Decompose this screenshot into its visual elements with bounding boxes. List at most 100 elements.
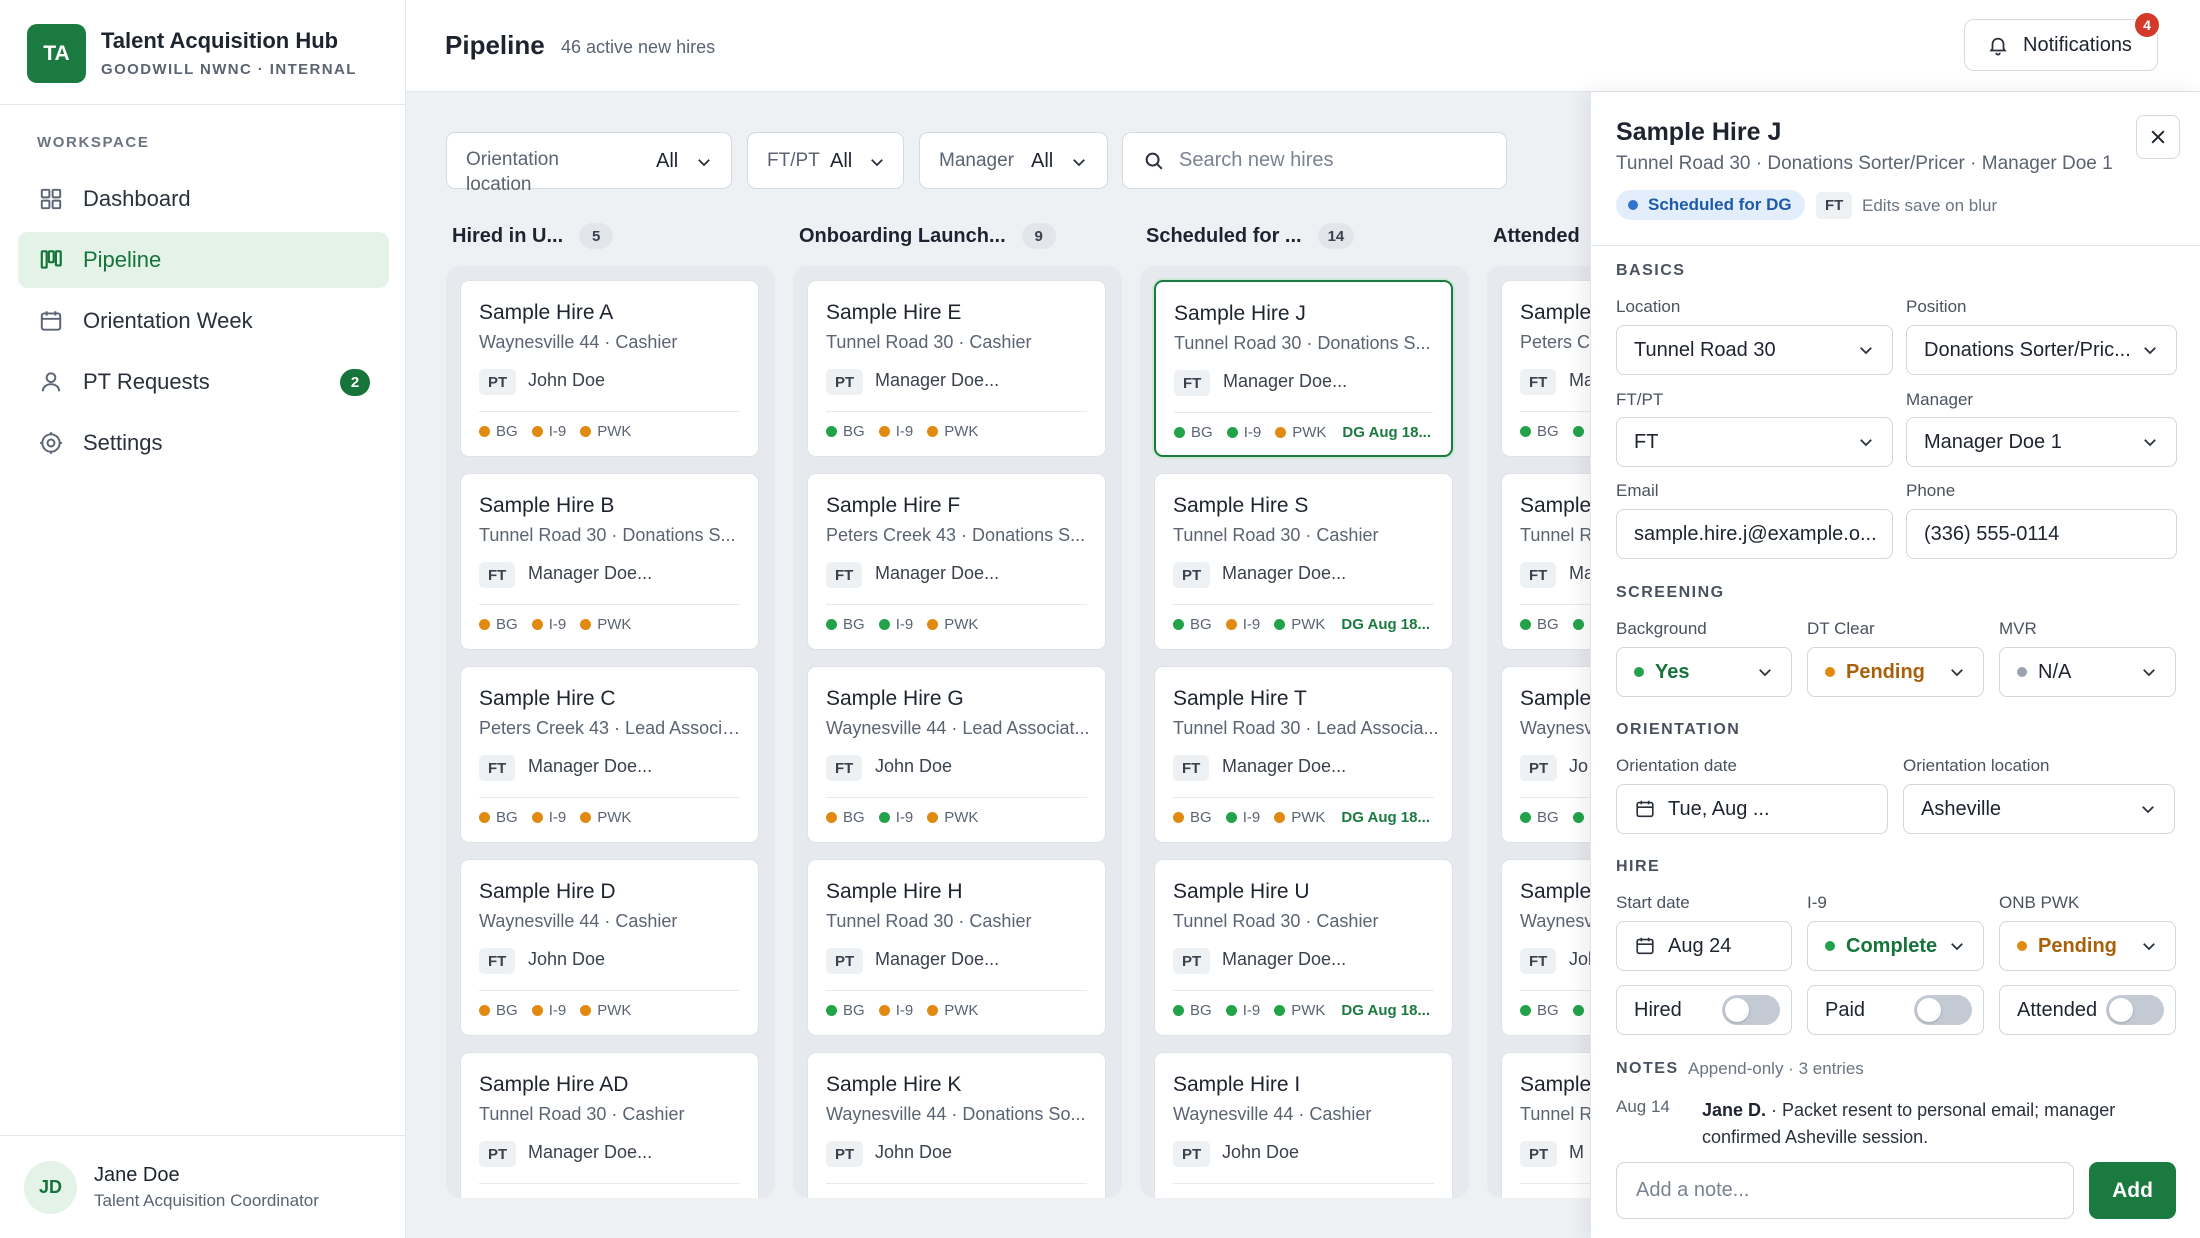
status-flags: BG I-9 PWK <box>826 809 992 826</box>
status-flag: PWK <box>927 1195 978 1198</box>
hire-card[interactable]: Sample Hire T Tunnel Road 30 · Lead Assoc… <box>1154 666 1453 843</box>
status-dot <box>479 619 490 630</box>
hired-toggle[interactable] <box>1722 995 1780 1025</box>
hire-name: Sample Hire D <box>479 880 616 903</box>
hire-card[interactable]: Sample Hire B Tunnel Road 30 · Donations … <box>460 473 759 650</box>
hire-name: Sample <box>1520 494 1592 517</box>
notifications-label: Notifications <box>2023 33 2132 56</box>
user-profile[interactable]: JD Jane Doe Talent Acquisition Coordinat… <box>0 1135 405 1238</box>
hire-card[interactable]: Sample Hire U Tunnel Road 30 · Cashier PT M… <box>1154 859 1453 1036</box>
sidebar-item-dashboard[interactable]: Dashboard <box>18 171 389 227</box>
divider <box>479 990 740 991</box>
notes-subtitle: Append-only · 3 entries <box>1688 1059 1864 1078</box>
hire-card[interactable]: Sample Hire AD Tunnel Road 30 · Cashier PT… <box>460 1052 759 1198</box>
ftpt-select[interactable]: FT <box>1616 417 1893 467</box>
location-select[interactable]: Tunnel Road 30 <box>1616 325 1893 375</box>
status-dot <box>1174 427 1185 438</box>
flag-label: BG <box>1537 1002 1559 1019</box>
background-value: Yes <box>1655 660 1690 683</box>
onb-pwk-select[interactable]: Pending <box>1999 921 2176 971</box>
hire-manager: John Doe <box>528 370 606 390</box>
sidebar-item-pt-requests[interactable]: PT Requests 2 <box>18 354 389 410</box>
pt-requests-badge: 2 <box>340 369 370 396</box>
paid-toggle[interactable] <box>1914 995 1972 1025</box>
employment-type-tag: FT <box>479 755 516 781</box>
background-select[interactable]: Yes <box>1616 647 1792 697</box>
sidebar-item-label: Dashboard <box>83 186 191 211</box>
attended-toggle-box: Attended <box>1999 985 2176 1035</box>
kanban-icon <box>38 247 64 273</box>
hire-manager: Manager Doe... <box>1222 949 1347 969</box>
flag-label: PWK <box>1292 424 1327 441</box>
status-label: Scheduled for DG <box>1648 195 1792 214</box>
hire-card[interactable]: Sample Hire D Waynesville 44 · Cashier FT J… <box>460 859 759 1036</box>
orientation-location-filter[interactable]: Orientation location All <box>446 132 732 195</box>
attended-toggle[interactable] <box>2106 995 2164 1025</box>
flag-label: I-9 <box>1242 809 1261 826</box>
flag-label: BG <box>1190 616 1212 633</box>
flag-label: I-9 <box>548 616 567 633</box>
flag-label: BG <box>496 1002 518 1019</box>
sidebar-item-settings[interactable]: Settings <box>18 415 389 471</box>
phone-field[interactable]: (336) 555-0114 <box>1906 509 2177 559</box>
status-flag: I-9 <box>878 616 913 633</box>
email-field[interactable]: sample.hire.j@example.o... <box>1616 509 1893 559</box>
search-box[interactable] <box>1122 132 1507 189</box>
hire-card[interactable]: Sample Hire C Peters Creek 43 · Lead Asso… <box>460 666 759 843</box>
column-count-badge: 5 <box>579 223 614 249</box>
filter-label: Orientation location <box>466 149 559 195</box>
status-dot <box>1520 619 1531 630</box>
hire-meta: Tunnel Road 30 · Cashier <box>1173 911 1379 931</box>
i9-select[interactable]: Complete <box>1807 921 1984 971</box>
mvr-select[interactable]: N/A <box>1999 647 2176 697</box>
status-flag: I-9 <box>1226 424 1262 441</box>
flag-label: PWK <box>944 1002 979 1019</box>
hire-card[interactable]: Sample Hire A Waynesville 44 · Cashier PT J… <box>460 280 759 457</box>
status-dot <box>1226 427 1238 438</box>
status-flags: BG I-9 PWK <box>1173 1195 1339 1198</box>
dtclear-select[interactable]: Pending <box>1807 647 1984 697</box>
hire-manager: Manager Doe... <box>1223 371 1348 391</box>
hire-card[interactable]: Sample Hire K Waynesville 44 · Donations … <box>807 1052 1106 1198</box>
hire-name: Sample Hire G <box>826 687 964 710</box>
sidebar-item-orientation-week[interactable]: Orientation Week <box>18 293 389 349</box>
hire-card[interactable]: Sample Hire S Tunnel Road 30 · Cashier PT M… <box>1154 473 1453 650</box>
status-dot <box>927 1005 939 1016</box>
sidebar-item-pipeline[interactable]: Pipeline <box>18 232 389 288</box>
hire-card[interactable]: Sample Hire G Waynesville 44 · Lead Assoc… <box>807 666 1106 843</box>
employment-type-tag: FT <box>1174 370 1211 396</box>
hire-name: Sample <box>1520 301 1592 324</box>
status-dot <box>1634 667 1644 677</box>
position-select[interactable]: Donations Sorter/Pric... <box>1906 325 2177 375</box>
ftpt-label: FT/PT <box>1616 390 1664 409</box>
add-note-input[interactable] <box>1616 1162 2074 1219</box>
flag-label: I-9 <box>1243 424 1262 441</box>
mvr-value: N/A <box>2038 660 2072 683</box>
hire-card[interactable]: Sample Hire I Waynesville 44 · Cashier PT J… <box>1154 1052 1453 1198</box>
ftpt-filter[interactable]: FT/PT All <box>747 132 904 189</box>
divider <box>1173 990 1434 991</box>
notifications-button[interactable]: Notifications 4 <box>1964 11 2161 71</box>
flag-label: BG <box>496 809 518 826</box>
close-panel-button[interactable] <box>2136 115 2180 159</box>
ftpt-value: FT <box>1634 430 1659 453</box>
start-date-picker[interactable]: Aug 24 <box>1616 921 1792 971</box>
status-flag: PWK <box>1274 1195 1325 1198</box>
search-input[interactable] <box>1179 149 1479 172</box>
brand-header: TA Talent Acquisition Hub GOODWILL NWNC … <box>0 0 405 105</box>
manager-filter[interactable]: Manager All <box>919 132 1108 189</box>
onb-pwk-value: Pending <box>2038 934 2117 957</box>
flag-label: PWK <box>597 1195 631 1198</box>
status-dot <box>479 1005 490 1016</box>
hire-meta: Tunnel Road 30 · Lead Associa... <box>1173 718 1439 738</box>
hire-card[interactable]: Sample Hire E Tunnel Road 30 · Cashier PT M… <box>807 280 1106 457</box>
hire-card[interactable]: Sample Hire H Tunnel Road 30 · Cashier PT M… <box>807 859 1106 1036</box>
orientation-date-picker[interactable]: Tue, Aug ... <box>1616 784 1888 834</box>
orientation-location-select[interactable]: Asheville <box>1903 784 2175 834</box>
hire-card[interactable]: Sample Hire F Peters Creek 43 · Donations… <box>807 473 1106 650</box>
onb-pwk-label: ONB PWK <box>1999 893 2080 912</box>
hire-name: Sample Hire I <box>1173 1073 1301 1096</box>
manager-select[interactable]: Manager Doe 1 <box>1906 417 2177 467</box>
hire-card[interactable]: Sample Hire J Tunnel Road 30 · Donations … <box>1154 280 1453 457</box>
add-note-button[interactable]: Add <box>2089 1162 2176 1219</box>
